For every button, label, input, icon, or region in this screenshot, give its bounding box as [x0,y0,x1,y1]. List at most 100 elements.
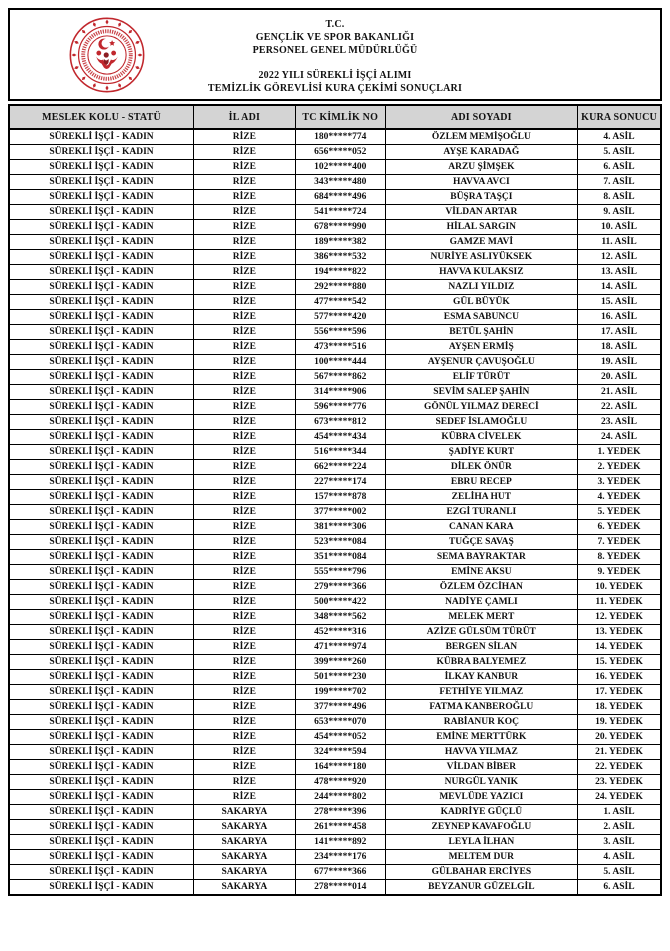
cell-adi-soyadi: BETÜL ŞAHİN [384,324,579,340]
cell-adi-soyadi: BEYZANUR GÜZELGİL [384,879,579,896]
cell-meslek-statu: SÜREKLİ İŞÇİ - KADIN [8,204,195,220]
table-row: SÜREKLİ İŞÇİ - KADIN RİZE 596*****776 GÖ… [8,399,662,415]
cell-meslek-statu: SÜREKLİ İŞÇİ - KADIN [8,489,195,505]
table-row: SÜREKLİ İŞÇİ - KADIN RİZE 180*****774 ÖZ… [8,128,662,145]
cell-il-adi: SAKARYA [193,864,296,880]
cell-il-adi: SAKARYA [193,834,296,850]
cell-adi-soyadi: MELEK MERT [384,609,579,625]
cell-il-adi: RİZE [193,279,296,295]
cell-kura-sonucu: 17. YEDEK [577,684,662,700]
table-row: SÜREKLİ İŞÇİ - KADIN SAKARYA 234*****176… [8,849,662,865]
cell-kura-sonucu: 12. ASİL [577,249,662,265]
cell-kura-sonucu: 21. YEDEK [577,744,662,760]
cell-tc-kimlik: 656*****052 [294,144,386,160]
cell-tc-kimlik: 381*****306 [294,519,386,535]
cell-meslek-statu: SÜREKLİ İŞÇİ - KADIN [8,834,195,850]
table-row: SÜREKLİ İŞÇİ - KADIN RİZE 157*****878 ZE… [8,489,662,505]
cell-il-adi: RİZE [193,399,296,415]
cell-il-adi: RİZE [193,729,296,745]
cell-meslek-statu: SÜREKLİ İŞÇİ - KADIN [8,189,195,205]
table-row: SÜREKLİ İŞÇİ - KADIN RİZE 343*****480 HA… [8,174,662,190]
cell-adi-soyadi: KÜBRA CİVELEK [384,429,579,445]
title-results: TEMİZLİK GÖREVLİSİ KURA ÇEKİMİ SONUÇLARI [207,83,463,94]
table-row: SÜREKLİ İŞÇİ - KADIN RİZE 684*****496 BÜ… [8,189,662,205]
cell-kura-sonucu: 24. ASİL [577,429,662,445]
cell-meslek-statu: SÜREKLİ İŞÇİ - KADIN [8,459,195,475]
table-row: SÜREKLİ İŞÇİ - KADIN RİZE 678*****990 Hİ… [8,219,662,235]
cell-kura-sonucu: 10. YEDEK [577,579,662,595]
cell-il-adi: RİZE [193,369,296,385]
table-row: SÜREKLİ İŞÇİ - KADIN RİZE 673*****812 SE… [8,414,662,430]
cell-meslek-statu: SÜREKLİ İŞÇİ - KADIN [8,369,195,385]
cell-tc-kimlik: 471*****974 [294,639,386,655]
cell-meslek-statu: SÜREKLİ İŞÇİ - KADIN [8,354,195,370]
cell-kura-sonucu: 9. YEDEK [577,564,662,580]
table-row: SÜREKLİ İŞÇİ - KADIN SAKARYA 141*****892… [8,834,662,850]
cell-il-adi: RİZE [193,624,296,640]
cell-kura-sonucu: 14. ASİL [577,279,662,295]
cell-meslek-statu: SÜREKLİ İŞÇİ - KADIN [8,264,195,280]
cell-tc-kimlik: 478*****920 [294,774,386,790]
cell-kura-sonucu: 21. ASİL [577,384,662,400]
cell-kura-sonucu: 8. ASİL [577,189,662,205]
cell-kura-sonucu: 10. ASİL [577,219,662,235]
cell-adi-soyadi: GÜLBAHAR ERCİYES [384,864,579,880]
cell-adi-soyadi: DİLEK ÖNÜR [384,459,579,475]
cell-adi-soyadi: ELİF TÜRÜT [384,369,579,385]
cell-meslek-statu: SÜREKLİ İŞÇİ - KADIN [8,429,195,445]
cell-tc-kimlik: 677*****366 [294,864,386,880]
title-ministry: GENÇLİK VE SPOR BAKANLIĞI [255,32,415,43]
document-page: T.C. GENÇLİK VE SPOR BAKANLIĞI PERSONEL … [8,8,662,896]
cell-il-adi: RİZE [193,459,296,475]
cell-kura-sonucu: 12. YEDEK [577,609,662,625]
cell-meslek-statu: SÜREKLİ İŞÇİ - KADIN [8,864,195,880]
table-row: SÜREKLİ İŞÇİ - KADIN RİZE 292*****880 NA… [8,279,662,295]
cell-meslek-statu: SÜREKLİ İŞÇİ - KADIN [8,309,195,325]
cell-il-adi: RİZE [193,534,296,550]
cell-adi-soyadi: HAVVA KULAKSIZ [384,264,579,280]
table-row: SÜREKLİ İŞÇİ - KADIN RİZE 662*****224 Dİ… [8,459,662,475]
cell-meslek-statu: SÜREKLİ İŞÇİ - KADIN [8,714,195,730]
cell-il-adi: RİZE [193,519,296,535]
table-row: SÜREKLİ İŞÇİ - KADIN RİZE 473*****516 AY… [8,339,662,355]
cell-il-adi: RİZE [193,294,296,310]
cell-il-adi: SAKARYA [193,804,296,820]
cell-kura-sonucu: 9. ASİL [577,204,662,220]
table-row: SÜREKLİ İŞÇİ - KADIN RİZE 244*****802 ME… [8,789,662,805]
cell-kura-sonucu: 17. ASİL [577,324,662,340]
cell-il-adi: RİZE [193,549,296,565]
cell-adi-soyadi: NURGÜL YANIK [384,774,579,790]
cell-tc-kimlik: 454*****052 [294,729,386,745]
cell-tc-kimlik: 164*****180 [294,759,386,775]
cell-tc-kimlik: 292*****880 [294,279,386,295]
cell-meslek-statu: SÜREKLİ İŞÇİ - KADIN [8,384,195,400]
cell-tc-kimlik: 501*****230 [294,669,386,685]
table-row: SÜREKLİ İŞÇİ - KADIN RİZE 500*****422 NA… [8,594,662,610]
table-row: SÜREKLİ İŞÇİ - KADIN RİZE 452*****316 AZ… [8,624,662,640]
cell-meslek-statu: SÜREKLİ İŞÇİ - KADIN [8,414,195,430]
cell-tc-kimlik: 227*****174 [294,474,386,490]
cell-tc-kimlik: 261*****458 [294,819,386,835]
cell-il-adi: RİZE [193,594,296,610]
cell-kura-sonucu: 11. ASİL [577,234,662,250]
cell-adi-soyadi: VİLDAN BİBER [384,759,579,775]
cell-meslek-statu: SÜREKLİ İŞÇİ - KADIN [8,774,195,790]
cell-meslek-statu: SÜREKLİ İŞÇİ - KADIN [8,879,195,896]
cell-adi-soyadi: AYŞEN ERMİŞ [384,339,579,355]
col-header-ad: ADI SOYADI [384,104,579,130]
cell-kura-sonucu: 20. YEDEK [577,729,662,745]
cell-il-adi: RİZE [193,414,296,430]
cell-il-adi: RİZE [193,654,296,670]
cell-tc-kimlik: 180*****774 [294,128,386,145]
table-row: SÜREKLİ İŞÇİ - KADIN SAKARYA 278*****396… [8,804,662,820]
ministry-emblem-icon [68,16,146,94]
cell-tc-kimlik: 199*****702 [294,684,386,700]
cell-il-adi: RİZE [193,144,296,160]
cell-meslek-statu: SÜREKLİ İŞÇİ - KADIN [8,699,195,715]
cell-adi-soyadi: HAVVA AVCI [384,174,579,190]
cell-meslek-statu: SÜREKLİ İŞÇİ - KADIN [8,504,195,520]
cell-adi-soyadi: KADRİYE GÜÇLÜ [384,804,579,820]
cell-tc-kimlik: 500*****422 [294,594,386,610]
cell-meslek-statu: SÜREKLİ İŞÇİ - KADIN [8,654,195,670]
cell-il-adi: RİZE [193,354,296,370]
